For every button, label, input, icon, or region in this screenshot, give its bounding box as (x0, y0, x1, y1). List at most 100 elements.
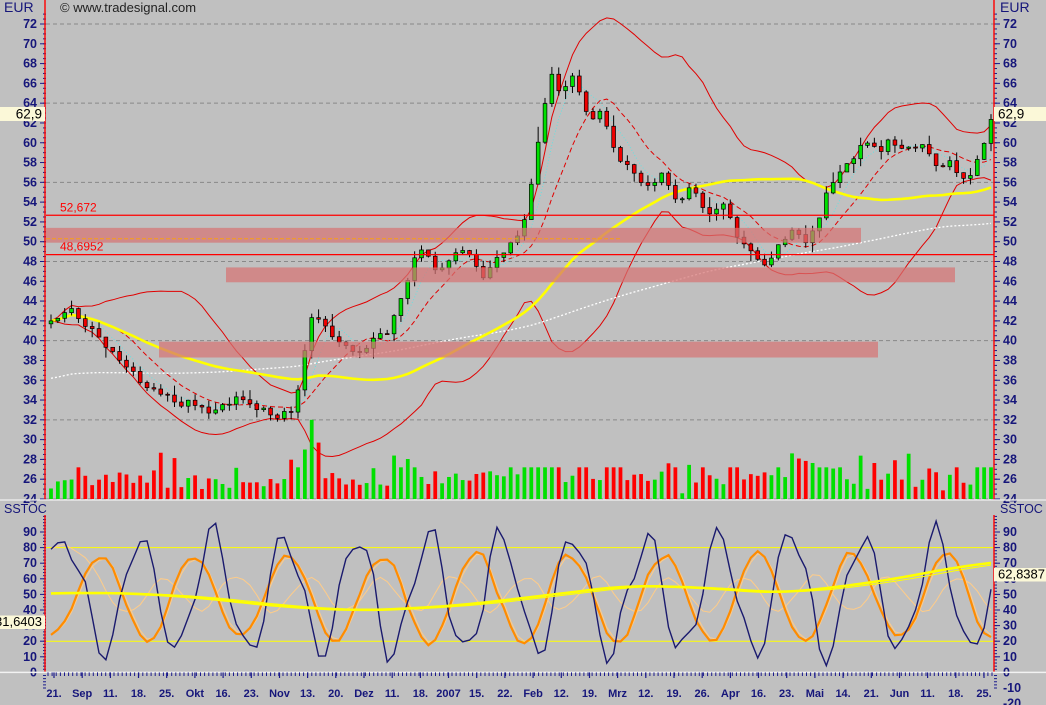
svg-text:90: 90 (23, 525, 37, 539)
svg-text:20.: 20. (328, 688, 343, 700)
svg-text:70: 70 (23, 556, 37, 570)
svg-text:16.: 16. (215, 688, 230, 700)
svg-text:52: 52 (23, 215, 37, 229)
svg-text:60: 60 (1003, 136, 1017, 150)
svg-text:23.: 23. (779, 688, 794, 700)
svg-text:EUR: EUR (1000, 0, 1030, 15)
svg-text:-20: -20 (1003, 697, 1021, 705)
svg-text:20: 20 (23, 634, 37, 648)
svg-text:Mai: Mai (806, 688, 824, 700)
svg-text:23.: 23. (244, 688, 259, 700)
svg-text:19.: 19. (666, 688, 681, 700)
svg-text:15.: 15. (469, 688, 484, 700)
svg-text:70: 70 (1003, 37, 1017, 51)
svg-text:58: 58 (1003, 156, 1017, 170)
svg-text:36: 36 (23, 373, 37, 387)
svg-text:62,9: 62,9 (16, 107, 42, 122)
svg-text:80: 80 (23, 541, 37, 555)
svg-text:22.: 22. (497, 688, 512, 700)
svg-text:72: 72 (1003, 17, 1017, 31)
svg-text:42: 42 (1003, 314, 1017, 328)
svg-text:Okt: Okt (186, 688, 205, 700)
svg-text:11.: 11. (385, 688, 400, 700)
svg-text:32: 32 (23, 413, 37, 427)
svg-text:58: 58 (23, 156, 37, 170)
svg-text:50: 50 (23, 235, 37, 249)
svg-text:34: 34 (1003, 393, 1017, 407)
svg-text:44: 44 (1003, 294, 1017, 308)
svg-text:56: 56 (1003, 175, 1017, 189)
svg-text:25.: 25. (159, 688, 174, 700)
svg-text:Jun: Jun (890, 688, 910, 700)
svg-text:21.: 21. (864, 688, 879, 700)
svg-text:72: 72 (23, 17, 37, 31)
svg-text:Mrz: Mrz (608, 688, 627, 700)
svg-text:46: 46 (23, 274, 37, 288)
svg-text:68: 68 (1003, 57, 1017, 71)
svg-text:20: 20 (1003, 634, 1017, 648)
svg-text:50: 50 (23, 587, 37, 601)
svg-text:10: 10 (23, 650, 37, 664)
svg-text:38: 38 (23, 353, 37, 367)
svg-text:32: 32 (1003, 413, 1017, 427)
svg-text:40: 40 (1003, 334, 1017, 348)
svg-text:Nov: Nov (269, 688, 291, 700)
svg-text:46: 46 (1003, 274, 1017, 288)
svg-text:14.: 14. (835, 688, 850, 700)
svg-text:12.: 12. (554, 688, 569, 700)
svg-text:11.: 11. (103, 688, 118, 700)
svg-text:42: 42 (23, 314, 37, 328)
svg-text:26: 26 (1003, 472, 1017, 486)
svg-text:31,6403: 31,6403 (0, 614, 42, 629)
svg-text:40: 40 (23, 334, 37, 348)
svg-text:62,8387: 62,8387 (998, 567, 1045, 582)
svg-text:52: 52 (1003, 215, 1017, 229)
svg-text:10: 10 (1003, 650, 1017, 664)
svg-text:18.: 18. (131, 688, 146, 700)
svg-text:50: 50 (1003, 587, 1017, 601)
svg-text:62,9: 62,9 (998, 107, 1024, 122)
svg-text:50: 50 (1003, 235, 1017, 249)
svg-text:11.: 11. (920, 688, 935, 700)
svg-text:54: 54 (23, 195, 37, 209)
svg-text:2007: 2007 (436, 688, 460, 700)
svg-text:13.: 13. (300, 688, 315, 700)
svg-text:36: 36 (1003, 373, 1017, 387)
svg-text:66: 66 (23, 76, 37, 90)
svg-text:44: 44 (23, 294, 37, 308)
svg-text:18.: 18. (948, 688, 963, 700)
svg-text:-10: -10 (1003, 681, 1021, 695)
svg-text:40: 40 (1003, 603, 1017, 617)
svg-text:34: 34 (23, 393, 37, 407)
svg-text:54: 54 (1003, 195, 1017, 209)
svg-text:21.: 21. (46, 688, 61, 700)
svg-text:48: 48 (1003, 255, 1017, 269)
svg-text:25.: 25. (976, 688, 991, 700)
svg-text:28: 28 (1003, 452, 1017, 466)
svg-text:60: 60 (23, 572, 37, 586)
svg-text:16.: 16. (751, 688, 766, 700)
svg-text:SSTOC: SSTOC (4, 502, 47, 516)
svg-text:26: 26 (23, 472, 37, 486)
svg-text:SSTOC: SSTOC (1000, 502, 1043, 516)
svg-text:Feb: Feb (523, 688, 543, 700)
svg-text:52,672: 52,672 (60, 200, 97, 214)
svg-text:38: 38 (1003, 353, 1017, 367)
svg-text:30: 30 (23, 433, 37, 447)
svg-text:Apr: Apr (721, 688, 741, 700)
svg-text:28: 28 (23, 452, 37, 466)
svg-text:19.: 19. (582, 688, 597, 700)
svg-text:70: 70 (23, 37, 37, 51)
svg-text:60: 60 (23, 136, 37, 150)
svg-text:68: 68 (23, 57, 37, 71)
svg-text:Sep: Sep (72, 688, 92, 700)
svg-text:Dez: Dez (354, 688, 374, 700)
svg-text:66: 66 (1003, 76, 1017, 90)
svg-text:48: 48 (23, 255, 37, 269)
svg-text:18.: 18. (413, 688, 428, 700)
svg-text:30: 30 (1003, 433, 1017, 447)
svg-text:EUR: EUR (4, 0, 34, 15)
svg-text:12.: 12. (638, 688, 653, 700)
svg-text:56: 56 (23, 175, 37, 189)
svg-text:90: 90 (1003, 525, 1017, 539)
